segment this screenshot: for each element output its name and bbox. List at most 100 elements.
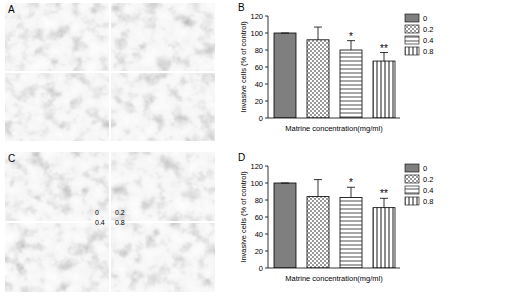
- y-tick: [265, 84, 268, 85]
- legend-swatch: [405, 25, 419, 33]
- micrograph: [5, 73, 109, 141]
- legend-swatch: [405, 47, 419, 55]
- bar: [340, 197, 362, 268]
- legend-label: 0.4: [423, 36, 433, 45]
- error-line: [318, 180, 319, 197]
- bar: [340, 50, 362, 118]
- legend-label: 0.4: [423, 186, 433, 195]
- bar: [274, 183, 296, 268]
- panel-label: B: [238, 2, 245, 13]
- x-axis-label: Matrine concentration(mg/ml): [285, 124, 383, 133]
- error-bar: [380, 53, 388, 62]
- bar: [307, 40, 329, 118]
- y-tick: [265, 101, 268, 102]
- image-label: 0.4: [95, 219, 105, 226]
- error-bar: [314, 180, 322, 197]
- annotation: *: [349, 177, 353, 188]
- marks: [274, 27, 395, 118]
- legend-label: 0.8: [423, 47, 433, 56]
- bar: [373, 208, 395, 268]
- error-bar: [347, 41, 355, 50]
- y-tick-label: 60: [255, 63, 263, 72]
- error-line: [318, 27, 319, 40]
- bar-chart: B020406080100120Invasive cells (% of con…: [238, 2, 433, 133]
- x-axis: [268, 118, 400, 119]
- image-label: 0: [95, 209, 99, 216]
- legend-label: 0.2: [423, 25, 433, 34]
- error-bar: [314, 27, 322, 40]
- error-line: [351, 41, 352, 50]
- y-tick-label: 60: [255, 213, 263, 222]
- legend-label: 0: [423, 14, 427, 23]
- error-line: [384, 53, 385, 62]
- micrograph-panel: A: [5, 3, 215, 141]
- y-axis-label: Invasive cells (% of control): [239, 21, 248, 113]
- micrograph: [5, 223, 109, 292]
- y-tick-label: 20: [255, 97, 263, 106]
- y-tick-label: 20: [255, 247, 263, 256]
- y-tick-label: 80: [255, 46, 263, 55]
- y-tick: [265, 217, 268, 218]
- marks: [274, 180, 395, 268]
- y-tick: [265, 268, 268, 269]
- bar: [307, 197, 329, 268]
- y-axis-label: Invasive cells (% of control): [239, 171, 248, 263]
- micrograph: [5, 152, 109, 221]
- image-label: 0.8: [115, 219, 125, 226]
- error-line: [351, 187, 352, 197]
- y-tick: [265, 183, 268, 184]
- y-tick: [265, 16, 268, 17]
- bar-chart: D 0 20 40 60 80 100 120Invasive cells (% of con…: [238, 152, 433, 283]
- error-cap: [281, 33, 289, 34]
- x-axis-label: Matrine concentration(mg/ml): [285, 274, 383, 283]
- legend-label: 0: [423, 164, 427, 173]
- image-label: 0.2: [115, 209, 125, 216]
- panel-label: D: [238, 152, 245, 163]
- y-tick: [265, 251, 268, 252]
- y-tick: [265, 166, 268, 167]
- y-tick-label: 100: [250, 179, 263, 188]
- y-tick-label: 40: [255, 230, 263, 239]
- y-tick-label: 0: [259, 264, 263, 273]
- annotation: **: [380, 188, 388, 199]
- error-bar: [347, 187, 355, 197]
- y-tick-label: 0: [259, 114, 263, 123]
- micrograph-panel: C 0 0.2 0.4 0.8: [5, 152, 215, 292]
- figure: AC00.20.40.8B020406080100120Invasive cel…: [0, 0, 510, 299]
- bar: [373, 61, 395, 118]
- y-tick-label: 120: [250, 12, 263, 21]
- annotation: *: [349, 31, 353, 42]
- legend-label: 0.8: [423, 197, 433, 206]
- y-tick: [265, 118, 268, 119]
- x-axis: [268, 268, 400, 269]
- legend-swatch: [405, 197, 419, 205]
- y-tick-label: 80: [255, 196, 263, 205]
- micrograph: [5, 3, 109, 71]
- panel-label: A: [8, 4, 15, 15]
- panel-label: C: [8, 153, 15, 164]
- y-tick: [265, 50, 268, 51]
- micrograph: [111, 152, 215, 221]
- legend-swatch: [405, 186, 419, 194]
- legend-label: 0.2: [423, 175, 433, 184]
- error-cap: [314, 179, 322, 180]
- error-line: [384, 198, 385, 207]
- micrograph: [111, 223, 215, 292]
- error-bar: [380, 198, 388, 207]
- micrograph: [111, 73, 215, 141]
- legend-swatch: [405, 36, 419, 44]
- y-tick: [265, 67, 268, 68]
- y-tick: [265, 200, 268, 201]
- y-tick: [265, 234, 268, 235]
- y-tick-label: 120: [250, 162, 263, 171]
- error-bar: [281, 183, 289, 184]
- bar: [274, 33, 296, 118]
- annotation: **: [380, 43, 388, 54]
- legend-swatch: [405, 175, 419, 183]
- micrograph: [111, 3, 215, 71]
- legend-swatch: [405, 14, 419, 22]
- error-cap: [281, 183, 289, 184]
- y-tick-label: 100: [250, 29, 263, 38]
- error-bar: [281, 33, 289, 34]
- y-tick: [265, 33, 268, 34]
